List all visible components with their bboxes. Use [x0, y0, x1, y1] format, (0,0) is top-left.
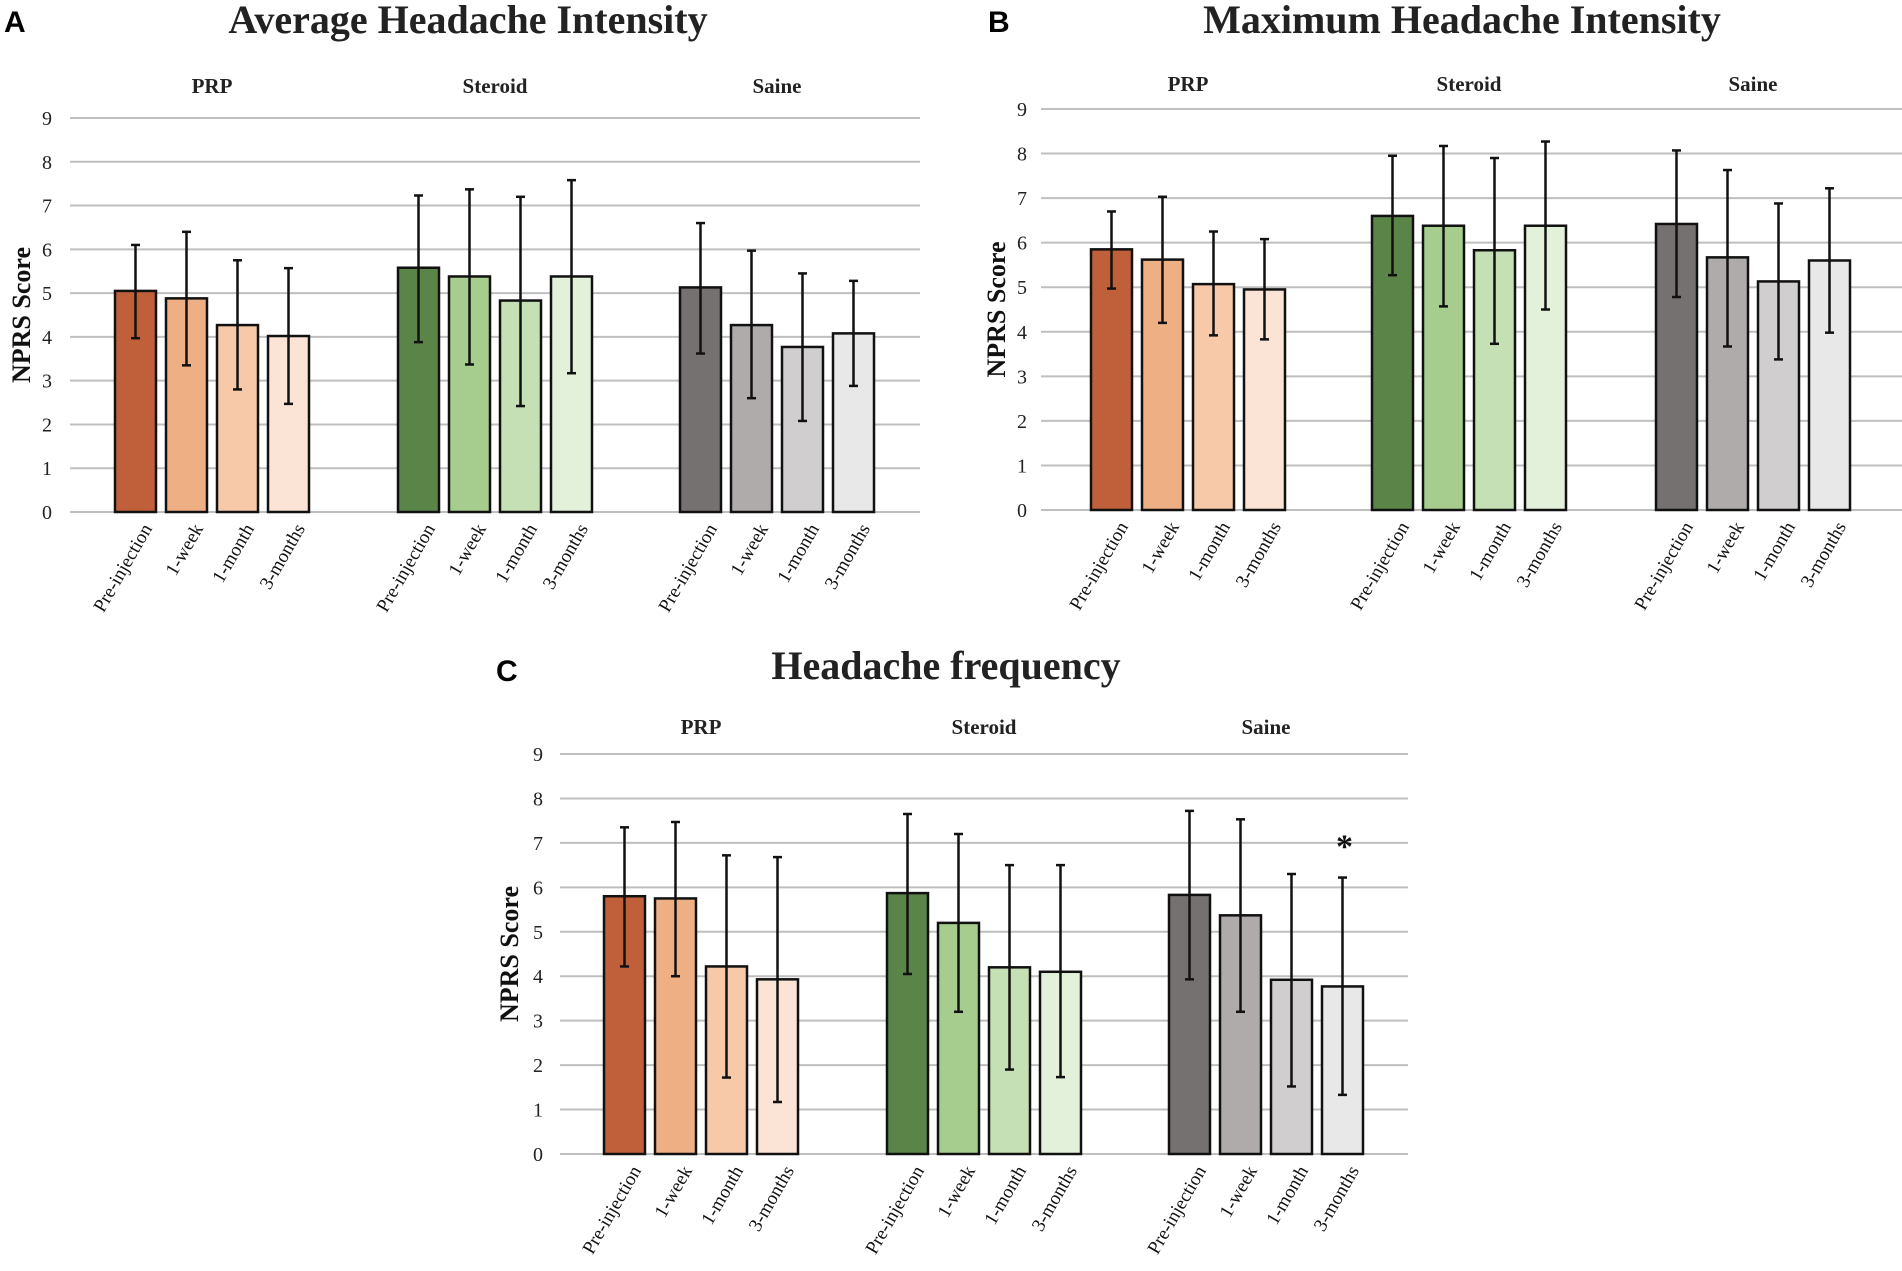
panel-a-letter: A: [4, 6, 26, 39]
y-tick-label: 7: [1017, 188, 1027, 210]
x-tick-label-steroid-pre-injection: Pre-injection: [373, 520, 441, 616]
group-label-steroid: Steroid: [1437, 72, 1502, 96]
x-tick-label-steroid-3-months: 3-months: [539, 520, 593, 593]
x-tick-label-prp-pre-injection: Pre-injection: [90, 520, 158, 616]
y-tick-label: 6: [533, 877, 543, 899]
x-tick-label-steroid-3-months: 3-months: [1028, 1162, 1082, 1235]
bar-prp-1-month: [215, 323, 260, 514]
y-tick-label: 1: [1017, 455, 1027, 477]
y-tick-label: 8: [1017, 144, 1027, 166]
y-tick-label: 3: [1017, 366, 1027, 388]
x-tick-label-steroid-1-week: 1-week: [934, 1162, 980, 1221]
x-tick-label-steroid-1-week: 1-week: [1419, 518, 1465, 577]
y-tick-label: 6: [42, 239, 52, 261]
x-tick-label-prp-3-months: 3-months: [745, 1162, 799, 1235]
y-tick-label: 1: [533, 1100, 543, 1122]
x-tick-label-saine-3-months: 3-months: [1797, 518, 1851, 591]
y-tick-label: 4: [533, 966, 543, 988]
x-tick-label-steroid-pre-injection: Pre-injection: [862, 1162, 930, 1258]
y-axis-label: NPRS Score: [495, 886, 524, 1022]
panel-b-letter: B: [988, 6, 1010, 39]
y-axis-label: NPRS Score: [7, 247, 36, 383]
y-tick-label: 9: [42, 108, 52, 130]
x-tick-label-saine-1-month: 1-month: [774, 520, 825, 587]
x-tick-label-prp-3-months: 3-months: [1232, 518, 1286, 591]
x-tick-label-saine-pre-injection: Pre-injection: [655, 520, 723, 616]
y-tick-label: 4: [42, 327, 52, 349]
x-tick-label-saine-3-months: 3-months: [821, 520, 875, 593]
panel-a: A Average Headache Intensity 0 1 2 3 4 5 6 7 8 9 NPR…: [4, 0, 920, 616]
group-label-prp: PRP: [1168, 72, 1209, 96]
y-tick-label: 5: [1017, 277, 1027, 299]
x-tick-label-prp-1-month: 1-month: [698, 1162, 749, 1229]
x-tick-label-steroid-pre-injection: Pre-injection: [1347, 518, 1415, 614]
x-tick-label-saine-1-month: 1-month: [1263, 1162, 1314, 1229]
panel-a-title: Average Headache Intensity: [228, 0, 707, 42]
panel-b-title: Maximum Headache Intensity: [1203, 0, 1721, 42]
x-tick-label-saine-pre-injection: Pre-injection: [1144, 1162, 1212, 1258]
x-tick-label-prp-1-week: 1-week: [651, 1162, 697, 1221]
x-tick-label-saine-1-week: 1-week: [727, 520, 773, 579]
x-tick-label-prp-1-week: 1-week: [1138, 518, 1184, 577]
y-tick-label: 9: [533, 744, 543, 766]
x-tick-label-prp-pre-injection: Pre-injection: [1066, 518, 1134, 614]
group-label-prp: PRP: [681, 715, 722, 739]
panel-c-title: Headache frequency: [771, 643, 1120, 688]
x-tick-label-steroid-3-months: 3-months: [1513, 518, 1567, 591]
y-tick-label: 2: [533, 1055, 543, 1077]
y-tick-label: 3: [533, 1011, 543, 1033]
x-tick-label-prp-1-month: 1-month: [209, 520, 260, 587]
y-tick-label: 9: [1017, 99, 1027, 121]
y-tick-label: 2: [1017, 411, 1027, 433]
panel-b: B Maximum Headache Intensity 0 1 2 3 4 5 6 7 8 9 NPR…: [982, 0, 1902, 614]
y-tick-label: 8: [42, 152, 52, 174]
y-tick-label: 2: [42, 414, 52, 436]
y-tick-label: 6: [1017, 233, 1027, 255]
group-label-saine: Saine: [752, 74, 801, 98]
group-label-steroid: Steroid: [463, 74, 528, 98]
significance-marker: *: [1336, 829, 1353, 866]
x-tick-label-saine-3-months: 3-months: [1310, 1162, 1364, 1235]
panel-c-letter: C: [496, 655, 518, 688]
y-tick-label: 7: [533, 833, 543, 855]
x-tick-label-steroid-1-month: 1-month: [981, 1162, 1032, 1229]
x-tick-label-saine-1-week: 1-week: [1216, 1162, 1262, 1221]
x-tick-label-steroid-1-week: 1-week: [445, 520, 491, 579]
group-label-saine: Saine: [1241, 715, 1290, 739]
group-label-prp: PRP: [192, 74, 233, 98]
x-tick-label-prp-1-month: 1-month: [1185, 518, 1236, 585]
y-tick-label: 7: [42, 196, 52, 218]
panel-c: C Headache frequency 0 1 2 3 4 5 6 7 8 9 NPRS Score P…: [495, 643, 1408, 1258]
group-label-saine: Saine: [1728, 72, 1777, 96]
y-tick-label: 0: [42, 502, 52, 524]
y-tick-label: 3: [42, 371, 52, 393]
x-tick-label-saine-1-month: 1-month: [1750, 518, 1801, 585]
y-tick-label: 0: [533, 1144, 543, 1166]
x-tick-label-steroid-1-month: 1-month: [492, 520, 543, 587]
x-tick-label-steroid-1-month: 1-month: [1466, 518, 1517, 585]
y-tick-label: 1: [42, 458, 52, 480]
y-tick-label: 4: [1017, 322, 1027, 344]
y-tick-label: 5: [42, 283, 52, 305]
y-axis-label: NPRS Score: [982, 241, 1011, 377]
x-tick-label-saine-1-week: 1-week: [1703, 518, 1749, 577]
y-tick-label: 5: [533, 922, 543, 944]
x-tick-label-prp-3-months: 3-months: [256, 520, 310, 593]
y-tick-label: 8: [533, 788, 543, 810]
group-label-steroid: Steroid: [952, 715, 1017, 739]
y-tick-label: 0: [1017, 500, 1027, 522]
x-tick-label-prp-1-week: 1-week: [162, 520, 208, 579]
x-tick-label-prp-pre-injection: Pre-injection: [579, 1162, 647, 1258]
x-tick-label-saine-pre-injection: Pre-injection: [1631, 518, 1699, 614]
